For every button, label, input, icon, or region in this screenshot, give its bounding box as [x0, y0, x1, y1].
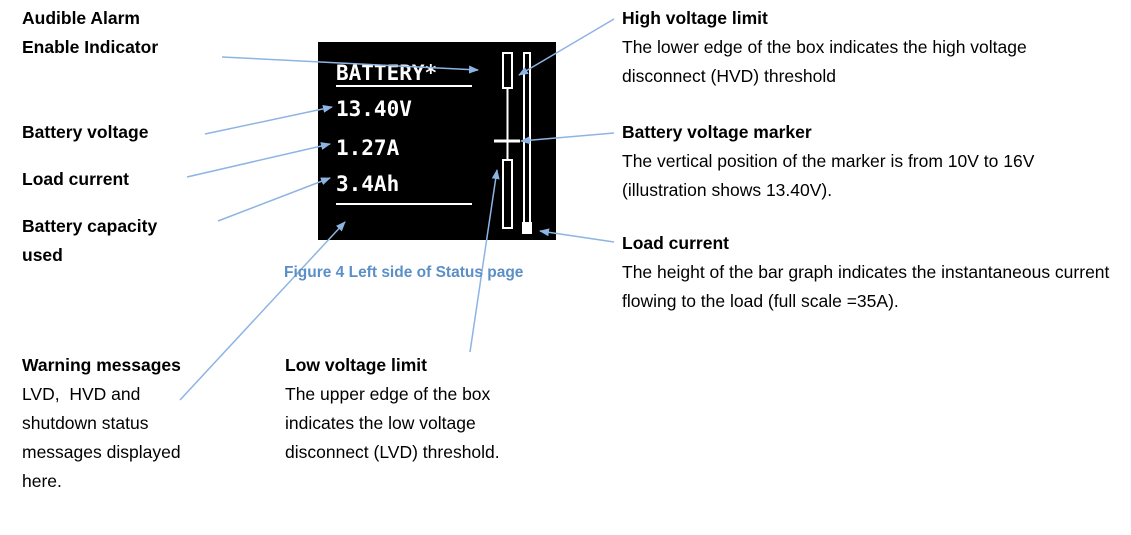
label: Audible Alarm Enable Indicator: [22, 4, 202, 62]
label-body: LVD, HVD and shutdown status messages di…: [22, 380, 202, 496]
label-title: Warning messages: [22, 351, 222, 380]
label-body: The height of the bar graph indicates th…: [622, 258, 1122, 316]
arrow: [205, 107, 332, 134]
label-body: The vertical position of the marker is f…: [622, 147, 1112, 205]
screen-header: BATTERY*: [336, 61, 437, 85]
label-body: The upper edge of the box indicates the …: [285, 380, 515, 467]
label-title: Load current: [622, 229, 1112, 258]
label: Battery voltage: [22, 118, 222, 147]
label-title: Battery voltage marker: [622, 118, 1112, 147]
label-title: Low voltage limit: [285, 351, 545, 380]
screen-voltage: 13.40V: [336, 97, 412, 121]
label-title: High voltage limit: [622, 4, 1112, 33]
label: Load current: [22, 165, 222, 194]
arrow: [218, 178, 330, 221]
screen-current: 1.27A: [336, 136, 400, 160]
caption: Figure 4 Left side of Status page: [284, 260, 559, 286]
label: Battery capacity used: [22, 212, 202, 270]
page: BATTERY* 13.40V 1.27A 3.4Ah Audible Alar…: [0, 0, 1131, 535]
label-body: The lower edge of the box indicates the …: [622, 33, 1092, 91]
load-bar: [522, 222, 532, 234]
screen-capacity: 3.4Ah: [336, 172, 399, 196]
